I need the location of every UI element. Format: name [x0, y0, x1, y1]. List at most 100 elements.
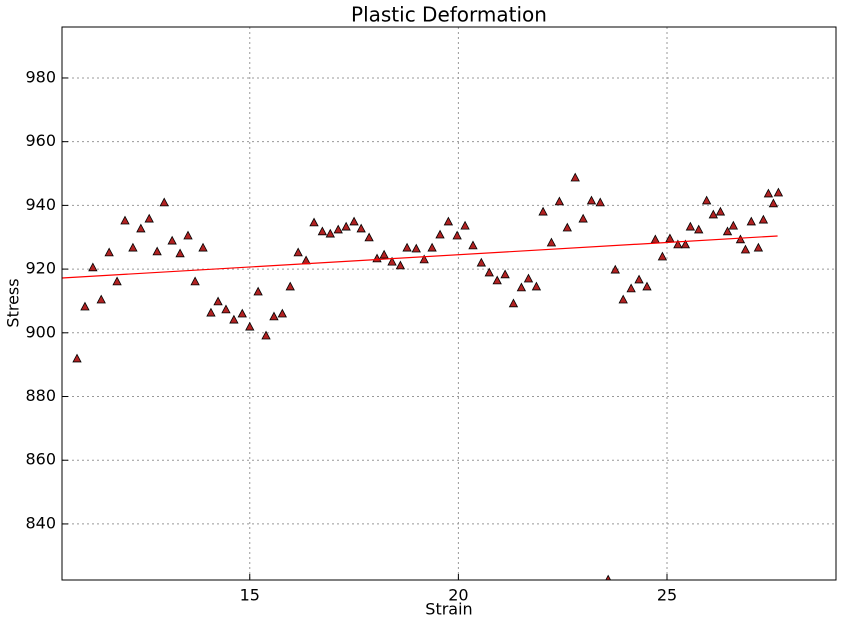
y-tick-label: 860	[25, 450, 56, 469]
data-point	[175, 248, 185, 258]
data-point	[402, 242, 412, 252]
data-point	[642, 281, 652, 291]
data-point	[578, 213, 588, 223]
data-point	[167, 235, 177, 245]
data-point	[411, 243, 421, 253]
data-point	[722, 226, 733, 236]
data-point	[237, 308, 247, 318]
data-point	[152, 246, 162, 256]
data-point	[650, 234, 660, 244]
data-point	[546, 237, 557, 247]
data-point	[88, 262, 98, 272]
data-point	[758, 214, 769, 224]
data-point	[349, 216, 359, 226]
data-point	[523, 273, 534, 283]
data-point	[341, 221, 351, 231]
y-tick-label: 880	[25, 386, 56, 405]
data-point	[80, 301, 90, 311]
data-point	[531, 281, 542, 291]
data-point	[144, 213, 154, 223]
data-point	[492, 275, 502, 285]
data-point	[701, 195, 712, 205]
data-point	[333, 224, 343, 234]
y-tick-label: 980	[25, 67, 56, 86]
data-point	[610, 264, 620, 274]
data-point	[317, 226, 328, 236]
data-point	[221, 304, 231, 314]
data-point	[419, 254, 429, 264]
data-point	[773, 187, 784, 197]
data-point	[245, 321, 255, 331]
data-point	[452, 230, 462, 240]
data-point	[740, 244, 751, 254]
data-point	[269, 311, 279, 321]
data-point	[309, 217, 319, 227]
y-tick-label: 840	[25, 513, 56, 532]
data-point	[261, 330, 271, 340]
data-point	[680, 239, 691, 249]
fit-line	[62, 235, 778, 279]
data-point	[673, 239, 683, 249]
data-point	[159, 197, 169, 207]
data-point	[435, 229, 445, 239]
y-tick-label: 900	[25, 322, 56, 341]
data-point	[128, 242, 138, 252]
data-point	[746, 216, 756, 226]
data-point	[72, 353, 82, 363]
data-point	[634, 274, 644, 284]
data-point	[562, 222, 572, 232]
grid	[62, 27, 836, 580]
data-point	[708, 209, 718, 219]
data-point	[293, 247, 303, 257]
data-point	[685, 221, 696, 231]
x-tick-label: 20	[448, 586, 468, 605]
plot-area	[62, 172, 784, 580]
data-point	[694, 224, 704, 234]
data-point	[301, 255, 311, 265]
data-point	[379, 249, 389, 259]
data-point	[500, 269, 510, 279]
data-point	[325, 228, 335, 238]
x-axis-label: Strain	[425, 600, 472, 619]
data-point	[728, 220, 739, 230]
data-point	[735, 234, 746, 244]
data-point	[484, 267, 494, 277]
data-point	[570, 172, 580, 182]
data-point	[112, 276, 122, 286]
data-point	[229, 314, 239, 324]
data-point	[516, 282, 527, 292]
data-point	[763, 188, 774, 198]
data-point	[554, 196, 565, 206]
data-point	[198, 242, 208, 252]
x-tick-label: 25	[657, 586, 677, 605]
data-point	[104, 247, 114, 257]
data-point	[626, 283, 636, 293]
data-point	[715, 206, 726, 216]
x-tick-label: 15	[240, 586, 260, 605]
data-point	[277, 308, 287, 318]
data-point	[136, 223, 146, 233]
data-point	[190, 276, 200, 286]
data-point	[206, 307, 216, 317]
data-point	[395, 260, 406, 270]
data-point	[753, 242, 764, 252]
data-point	[96, 294, 106, 304]
data-point	[657, 251, 668, 261]
data-point	[586, 195, 597, 205]
data-point	[538, 206, 548, 216]
y-axis-label: Stress	[4, 278, 23, 327]
data-point	[605, 574, 612, 580]
data-point	[356, 223, 366, 233]
data-point	[120, 215, 130, 225]
data-point	[508, 298, 519, 308]
y-tick-label: 920	[25, 259, 56, 278]
y-tick-label: 940	[25, 195, 56, 214]
data-point	[213, 296, 223, 306]
data-point	[768, 198, 779, 208]
data-point	[468, 240, 478, 250]
data-point	[460, 220, 470, 230]
data-point	[183, 230, 193, 240]
data-point	[595, 197, 605, 207]
data-point	[427, 242, 437, 252]
